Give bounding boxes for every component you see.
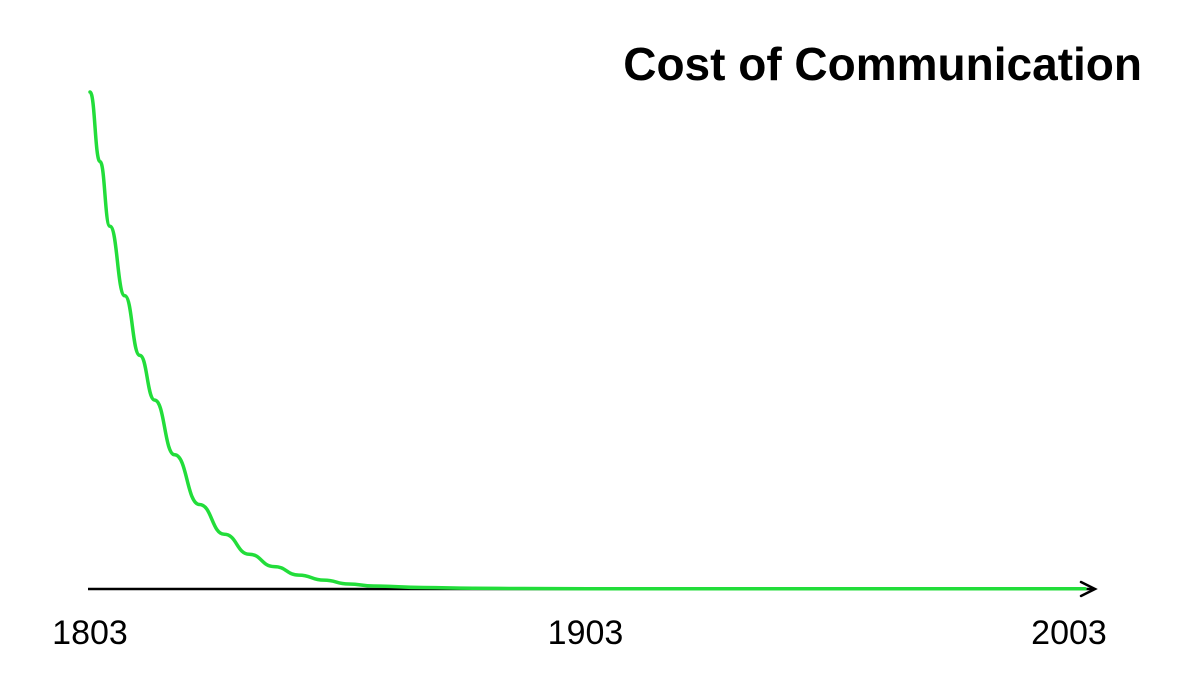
chart-title: Cost of Communication — [623, 38, 1142, 90]
x-axis-arrow-icon — [1079, 580, 1098, 598]
x-tick-label: 1903 — [548, 614, 624, 652]
series-layer — [88, 90, 1087, 591]
series-line-0 — [88, 90, 1087, 591]
x-tick-label: 2003 — [1031, 614, 1107, 652]
x-tick-labels: 1803 1903 2003 — [52, 614, 1107, 652]
x-tick-label: 1803 — [52, 614, 128, 652]
